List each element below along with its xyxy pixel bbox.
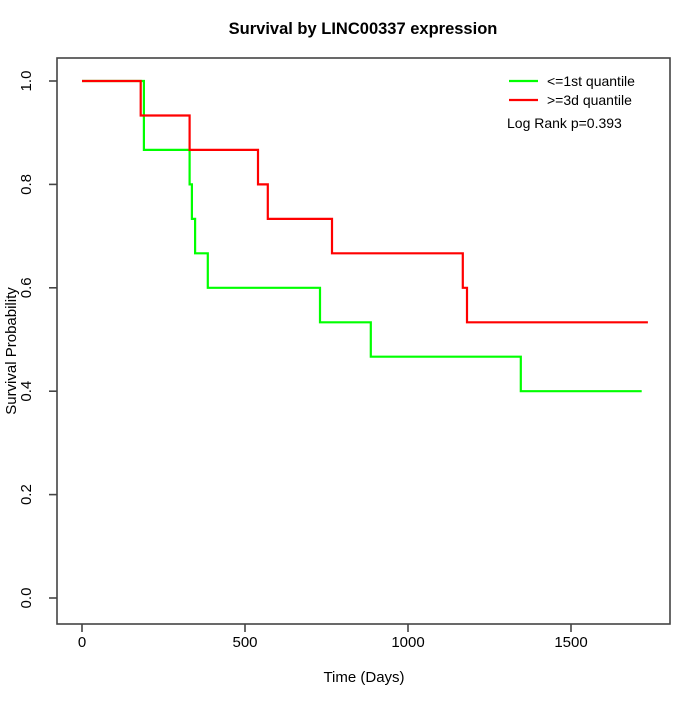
x-tick-label: 500 <box>232 634 257 651</box>
x-tick-label: 1000 <box>391 634 424 651</box>
km-curve-high-expression <box>82 79 648 324</box>
y-axis-label: Survival Probability <box>3 287 20 415</box>
legend-label: >=3d quantile <box>547 92 632 108</box>
chart-title: Survival by LINC00337 expression <box>229 20 498 38</box>
y-tick-label: 0.2 <box>18 484 35 505</box>
y-tick-label: 0.6 <box>18 277 35 298</box>
plot-box <box>56 57 671 625</box>
y-tick-label: 0.4 <box>18 381 35 402</box>
km-curve-low-expression <box>82 79 642 393</box>
legend-label: <=1st quantile <box>547 73 635 89</box>
y-tick-label: 0.0 <box>18 588 35 609</box>
y-tick-label: 0.8 <box>18 174 35 195</box>
y-tick-label: 1.0 <box>18 71 35 92</box>
log-rank-annotation: Log Rank p=0.393 <box>507 115 622 131</box>
x-tick-label: 1500 <box>554 634 587 651</box>
x-tick-label: 0 <box>78 634 86 651</box>
x-axis-label: Time (Days) <box>323 669 404 686</box>
chart-dynamic-layer: 0 500 1000 1500 0.0 0.2 0.4 0.6 0.8 1.0 <=1st quan… <box>18 71 648 651</box>
